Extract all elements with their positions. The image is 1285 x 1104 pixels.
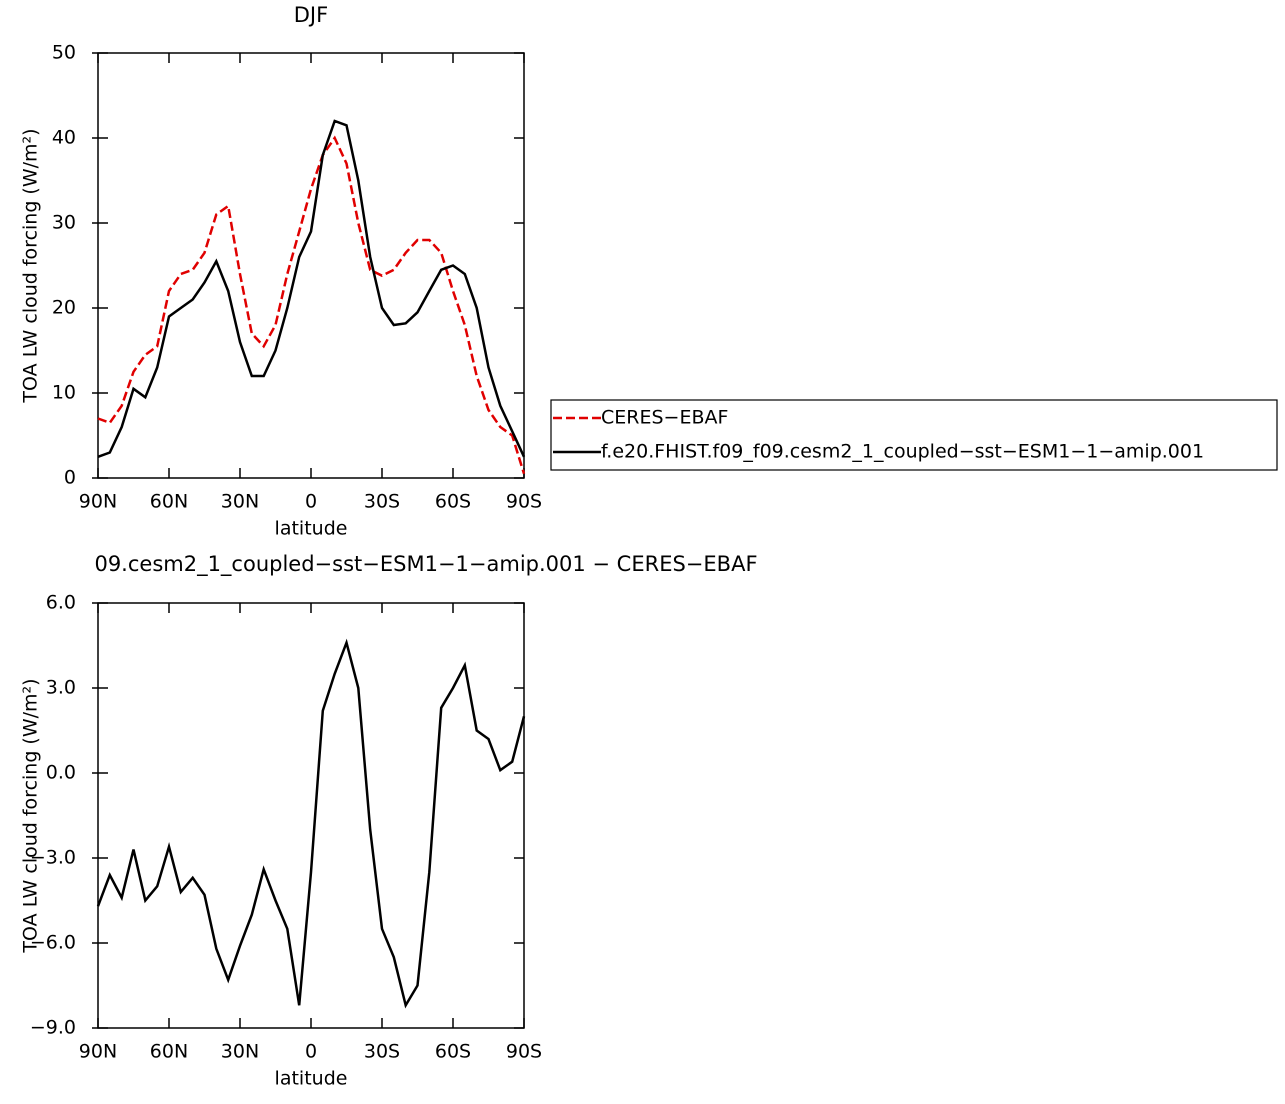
chart-title: 09.cesm2_1_coupled−sst−ESM1−1−amip.001 −… xyxy=(94,552,757,577)
y-tick-label: −9.0 xyxy=(30,1017,76,1039)
x-tick-label: 60N xyxy=(150,491,188,513)
x-tick-label: 0 xyxy=(305,491,317,513)
y-axis-label: TOA LW cloud forcing (W/m²) xyxy=(20,678,42,953)
legend-box xyxy=(550,399,1278,471)
x-tick-label: 90S xyxy=(506,491,542,513)
y-tick-label: 50 xyxy=(52,42,76,64)
data-line xyxy=(97,135,526,475)
y-tick-label: 20 xyxy=(52,297,76,319)
x-tick-label: 60S xyxy=(435,1041,471,1063)
y-tick-label: 0.0 xyxy=(46,762,76,784)
x-tick-label: 30N xyxy=(221,1041,259,1063)
y-tick-label: 10 xyxy=(52,382,76,404)
data-line xyxy=(96,638,526,1009)
plot-frame xyxy=(97,602,525,1029)
axes xyxy=(92,602,525,1029)
chart-title: DJF xyxy=(294,3,328,27)
y-tick-label: 0 xyxy=(64,467,76,489)
y-tick-label: 30 xyxy=(52,212,76,234)
x-tick-label: 90N xyxy=(79,1041,117,1063)
x-tick-label: 60S xyxy=(435,491,471,513)
x-tick-label: 30N xyxy=(221,491,259,513)
y-tick-label: −6.0 xyxy=(30,932,76,954)
x-tick-label: 30S xyxy=(364,1041,400,1063)
legend-label: CERES−EBAF xyxy=(601,407,728,429)
x-axis-label: latitude xyxy=(275,1068,348,1090)
y-tick-label: −3.0 xyxy=(30,847,76,869)
x-tick-label: 0 xyxy=(305,1041,317,1063)
y-tick-label: 6.0 xyxy=(46,592,76,614)
y-tick-label: 40 xyxy=(52,127,76,149)
x-tick-label: 90N xyxy=(79,491,117,513)
x-tick-label: 90S xyxy=(506,1041,542,1063)
y-tick-label: 3.0 xyxy=(46,677,76,699)
x-axis-label: latitude xyxy=(275,518,348,540)
axes xyxy=(92,52,525,479)
x-tick-label: 30S xyxy=(364,491,400,513)
data-line xyxy=(97,119,526,458)
y-axis-label: TOA LW cloud forcing (W/m²) xyxy=(20,128,42,403)
legend-label: f.e20.FHIST.f09_f09.cesm2_1_coupled−sst−… xyxy=(601,441,1204,463)
plot-frame xyxy=(97,52,525,479)
x-tick-label: 60N xyxy=(150,1041,188,1063)
